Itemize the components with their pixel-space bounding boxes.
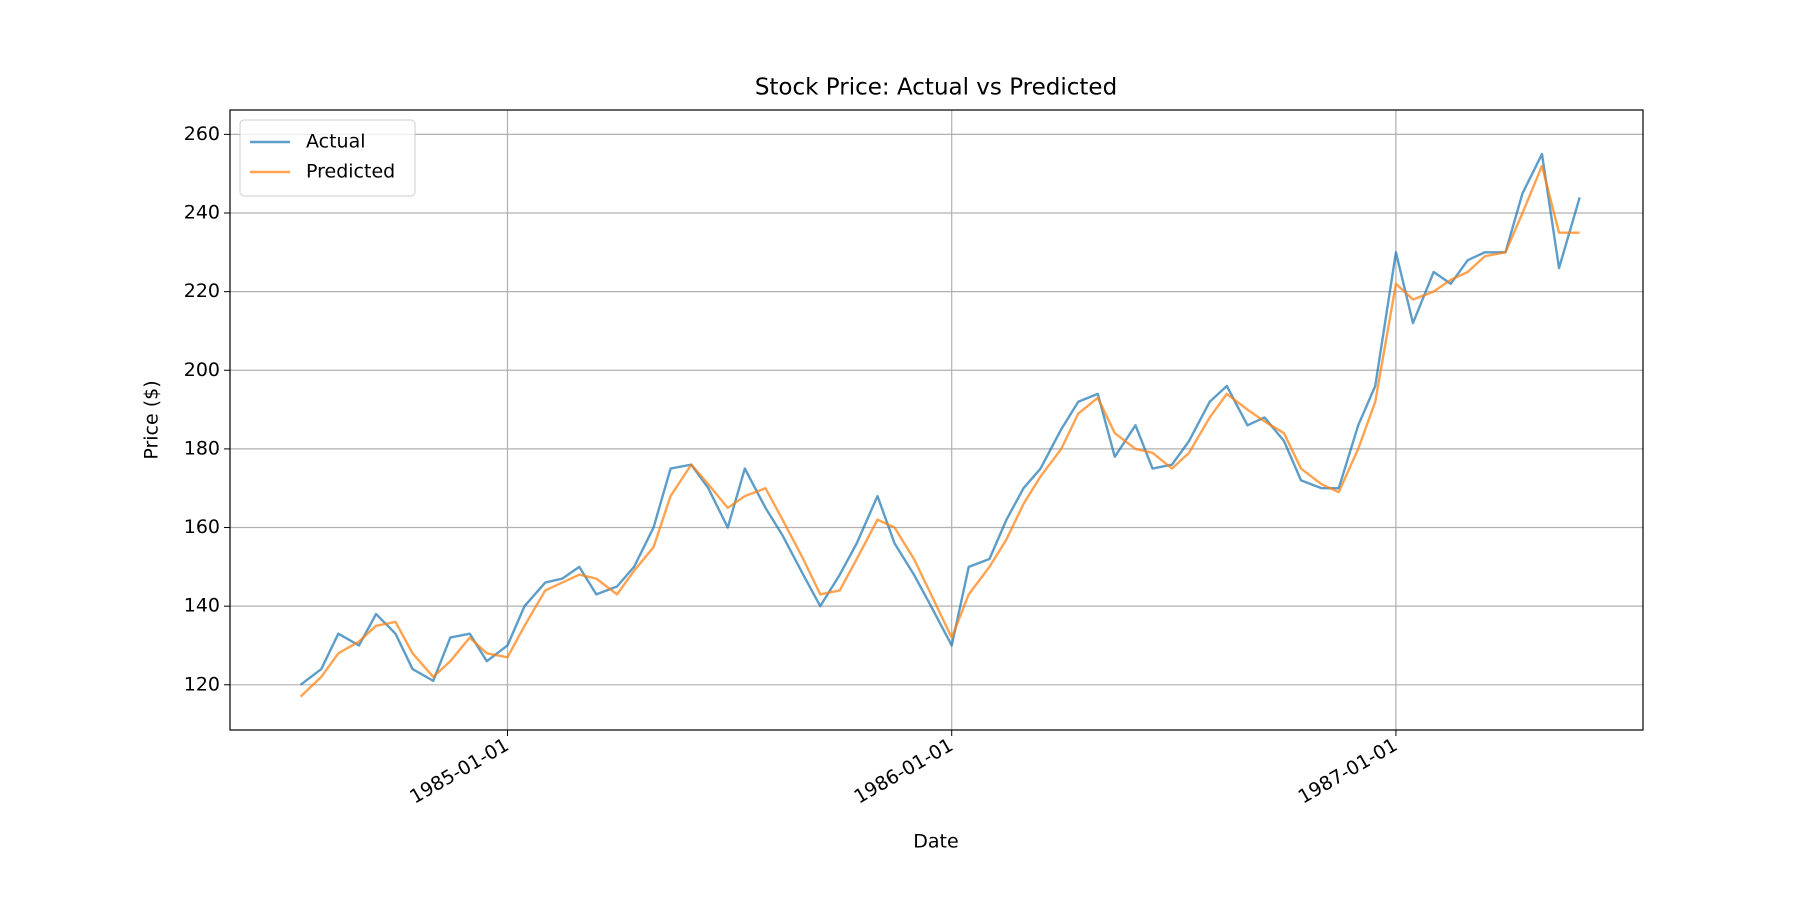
x-tick-label: 1986-01-01 <box>850 734 957 808</box>
y-tick-label: 160 <box>184 516 220 538</box>
y-tick-label: 120 <box>184 673 220 695</box>
x-axis-label: Date <box>913 831 958 853</box>
series-line <box>299 152 1581 686</box>
y-tick-label: 200 <box>184 359 220 381</box>
y-tick-label: 180 <box>184 437 220 459</box>
legend-box <box>239 119 416 197</box>
plot-frame <box>229 109 1644 731</box>
chart-title: Stock Price: Actual vs Predicted <box>755 75 1117 101</box>
x-tick-label: 1985-01-01 <box>406 734 513 808</box>
y-axis-label: Price ($) <box>141 380 163 459</box>
series-line <box>299 164 1580 698</box>
y-tick-label: 240 <box>184 202 220 224</box>
y-tick-label: 220 <box>184 280 220 302</box>
x-tick-label: 1987-01-01 <box>1295 734 1402 808</box>
y-tick-label: 140 <box>184 595 220 617</box>
y-tick-label: 260 <box>184 123 220 145</box>
legend-label: Predicted <box>306 161 395 183</box>
legend-label: Actual <box>306 131 366 153</box>
